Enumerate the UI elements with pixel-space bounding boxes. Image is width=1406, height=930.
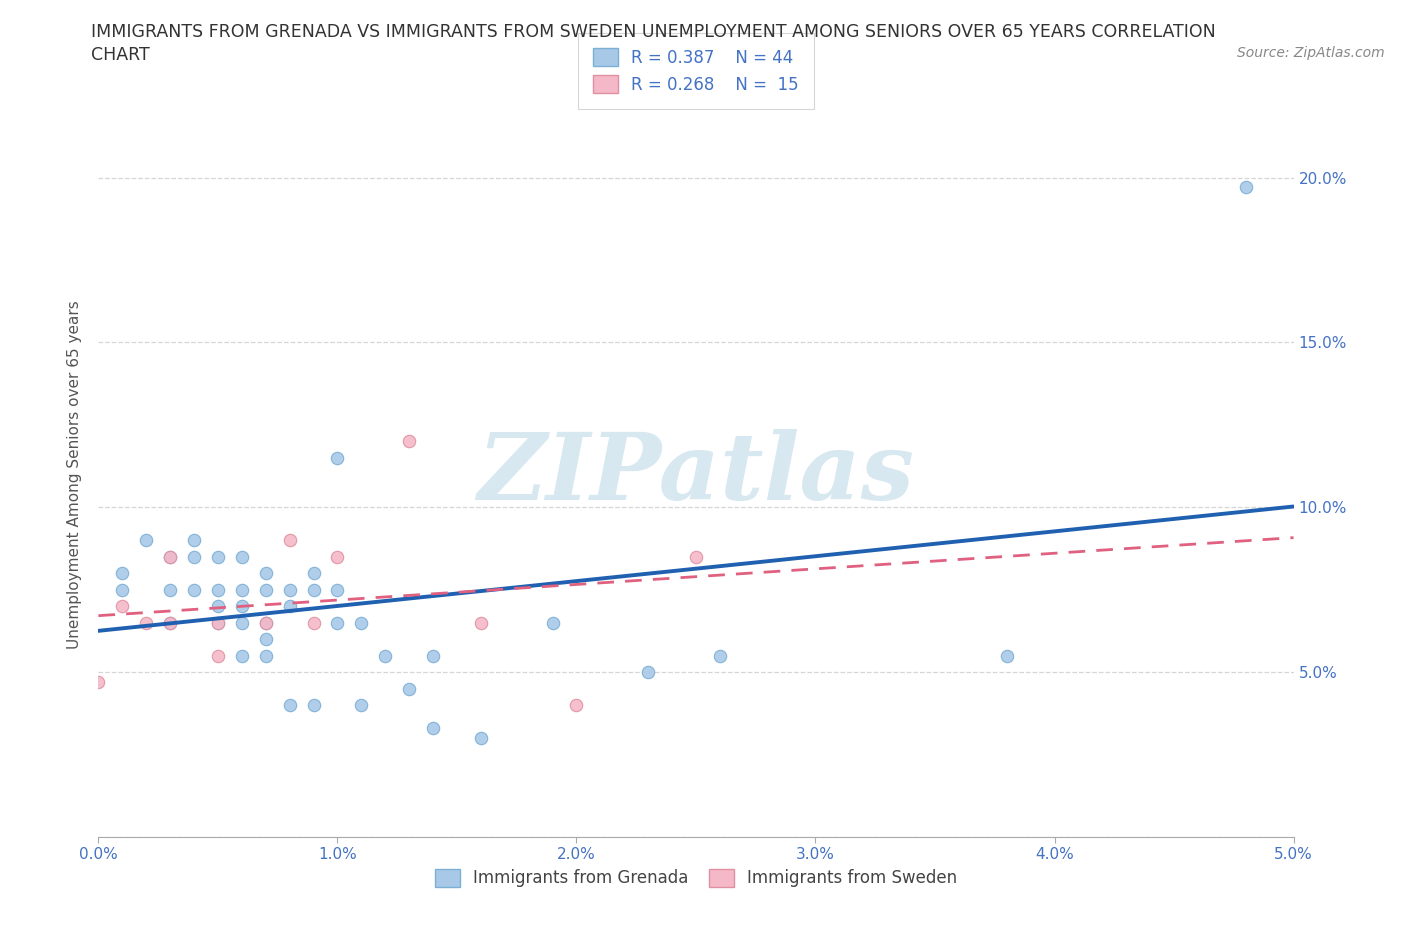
Point (565, 698, 588, 712)
Point (231, 648, 253, 663)
Point (637, 665, 659, 680)
Point (326, 616, 349, 631)
Point (398, 681, 420, 696)
Y-axis label: Unemployment Among Seniors over 65 years: Unemployment Among Seniors over 65 years (67, 300, 83, 649)
Point (159, 616, 181, 631)
Point (254, 565, 277, 580)
Point (350, 616, 373, 631)
Point (470, 616, 492, 631)
Point (398, 434, 420, 449)
Point (135, 616, 157, 631)
Point (302, 698, 325, 712)
Point (207, 616, 229, 631)
Point (326, 550, 349, 565)
Point (278, 533, 301, 548)
Point (183, 550, 205, 565)
Point (207, 582, 229, 597)
Point (254, 648, 277, 663)
Point (111, 582, 134, 597)
Point (207, 550, 229, 565)
Point (278, 599, 301, 614)
Point (1234, 180, 1257, 195)
Point (254, 582, 277, 597)
Point (254, 616, 277, 631)
Point (278, 698, 301, 712)
Point (302, 582, 325, 597)
Point (995, 648, 1018, 663)
Point (231, 582, 253, 597)
Point (231, 616, 253, 631)
Point (207, 616, 229, 631)
Point (207, 599, 229, 614)
Text: IMMIGRANTS FROM GRENADA VS IMMIGRANTS FROM SWEDEN UNEMPLOYMENT AMONG SENIORS OVE: IMMIGRANTS FROM GRENADA VS IMMIGRANTS FR… (91, 23, 1216, 41)
Point (685, 550, 707, 565)
Point (541, 616, 564, 631)
Text: Source: ZipAtlas.com: Source: ZipAtlas.com (1237, 46, 1385, 60)
Point (207, 648, 229, 663)
Point (159, 550, 181, 565)
Point (254, 616, 277, 631)
Point (326, 450, 349, 465)
Point (183, 533, 205, 548)
Point (422, 648, 444, 663)
Point (159, 616, 181, 631)
Point (111, 565, 134, 580)
Point (302, 565, 325, 580)
Point (183, 582, 205, 597)
Text: ZIPatlas: ZIPatlas (478, 430, 914, 519)
Point (302, 616, 325, 631)
Legend: Immigrants from Grenada, Immigrants from Sweden: Immigrants from Grenada, Immigrants from… (429, 862, 963, 894)
Point (326, 582, 349, 597)
Point (278, 582, 301, 597)
Point (231, 550, 253, 565)
Point (422, 721, 444, 736)
Point (374, 648, 396, 663)
Point (111, 599, 134, 614)
Point (254, 631, 277, 646)
Point (87, 674, 110, 689)
Text: CHART: CHART (91, 46, 150, 64)
Point (350, 698, 373, 712)
Point (231, 599, 253, 614)
Point (135, 533, 157, 548)
Point (470, 731, 492, 746)
Point (159, 550, 181, 565)
Point (709, 648, 731, 663)
Point (159, 582, 181, 597)
